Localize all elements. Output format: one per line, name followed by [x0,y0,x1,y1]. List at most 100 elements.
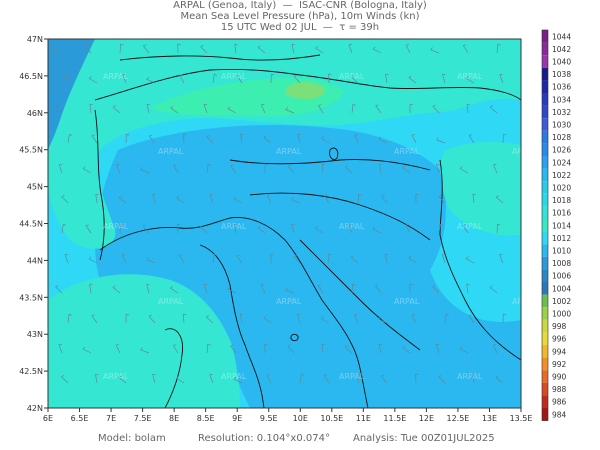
colorbar-swatch [542,193,548,207]
wind-barb-feather [263,315,267,318]
colorbar-swatch [542,307,548,320]
colorbar-label: 1022 [552,171,571,180]
wind-barb [82,348,92,354]
wind-barb-feather [462,224,466,226]
wind-barb [263,317,272,324]
lat-tick-label: 44N [27,256,43,265]
lat-tick-label: 43N [27,330,43,339]
wind-barb [177,223,179,234]
wind-barb [53,49,63,54]
wind-barb-feather [183,313,187,316]
wind-barb [472,194,475,204]
wind-barb-feather [120,223,124,226]
wind-barb-feather [315,226,318,229]
colorbar-label: 996 [552,335,567,344]
wind-barb [209,194,214,204]
wind-barb [119,43,121,54]
wind-barb [318,105,324,114]
pressure-1020-area [285,82,325,100]
wind-barb-feather [206,315,210,318]
wind-barb [345,166,353,174]
wind-barb-feather [438,194,442,197]
colorbar-label: 1012 [552,234,571,243]
wind-barb-feather [440,223,444,226]
wind-barb-feather [55,285,59,288]
wind-barb [372,228,382,234]
wind-barb [170,107,179,114]
wind-barb [257,47,266,54]
colorbar-swatch [542,244,548,257]
wind-barb-feather [173,164,177,166]
wind-barb [411,314,417,324]
wind-barb [436,164,440,174]
watermark-text: ARPAL [339,222,365,231]
wind-barb-feather [497,223,501,226]
colorbar-label: 1018 [552,196,571,205]
wind-barb-feather [149,134,153,137]
wind-barb-feather [271,73,275,76]
wind-barb-feather [432,104,436,107]
wind-barb-feather [495,195,499,198]
wind-barb [495,196,504,204]
wind-barb-feather [82,346,86,350]
wind-barb-feather [351,75,355,78]
watermark-text: ARPAL [158,297,184,306]
elba [290,333,299,342]
wind-barb-feather [352,103,356,106]
wind-barb [321,344,324,354]
tyrrhenian-coast [199,244,265,408]
lat-tick-label: 45N [27,183,43,192]
wind-barb-feather [352,283,356,286]
wind-barb-feather [82,166,86,169]
wind-barb [89,284,92,294]
lon-tick-label: 8.5E [197,414,215,423]
wind-barb-feather [463,44,467,46]
wind-barb [148,316,156,324]
wind-barb-feather [402,345,406,349]
wind-barb-feather [86,44,90,46]
colorbar-swatch [542,345,548,358]
wind-barb [432,106,440,114]
wind-barb [466,104,469,114]
wind-barb [209,374,214,384]
wind-barb-feather [285,287,288,291]
wind-barb [176,378,185,384]
wind-barb-feather [438,375,442,378]
wind-barb-feather [112,285,116,288]
wind-barb-feather [324,194,328,196]
wind-barb [55,286,63,294]
wind-barb-feather [126,133,130,136]
wind-barb-feather [61,195,65,197]
wind-barb [230,345,237,354]
wind-barb [315,47,324,54]
lat-tick-label: 42.5N [19,367,43,376]
wind-barb-feather [227,106,231,110]
wind-barb-feather [120,43,124,46]
wind-barb-feather [227,286,231,290]
wind-barb-feather [183,133,187,136]
wind-barb [67,314,70,324]
watermarks: ARPAL ARPAL ARPAL ARPAL ARPAL ARPAL ARPAL ARPAL… [103,72,521,381]
pressure-1014-area-east [440,141,521,236]
wind-barb [287,166,295,174]
wind-barb [462,225,469,234]
french-border [94,109,105,261]
pressure-field: ARPAL ARPAL ARPAL ARPAL ARPAL ARPAL ARPAL ARPAL… [48,39,521,408]
wind-barb [118,377,127,384]
wind-barb-feather [472,193,476,196]
wind-barb [466,78,475,84]
colorbar-label: 990 [552,373,567,382]
wind-barb [315,228,324,234]
wind-barb [170,287,179,294]
wind-barb [405,224,411,234]
wind-barb-feather [287,164,291,167]
wind-barb-feather [112,105,116,108]
colorbar-label: 992 [552,360,567,369]
colorbar-swatch [542,118,548,131]
wind-barb [146,104,150,114]
wind-barb [502,133,504,144]
wind-barb [499,254,504,264]
wind-barb [297,314,301,324]
wind-barb [291,199,301,204]
watermark-text: ARPAL [221,72,247,81]
